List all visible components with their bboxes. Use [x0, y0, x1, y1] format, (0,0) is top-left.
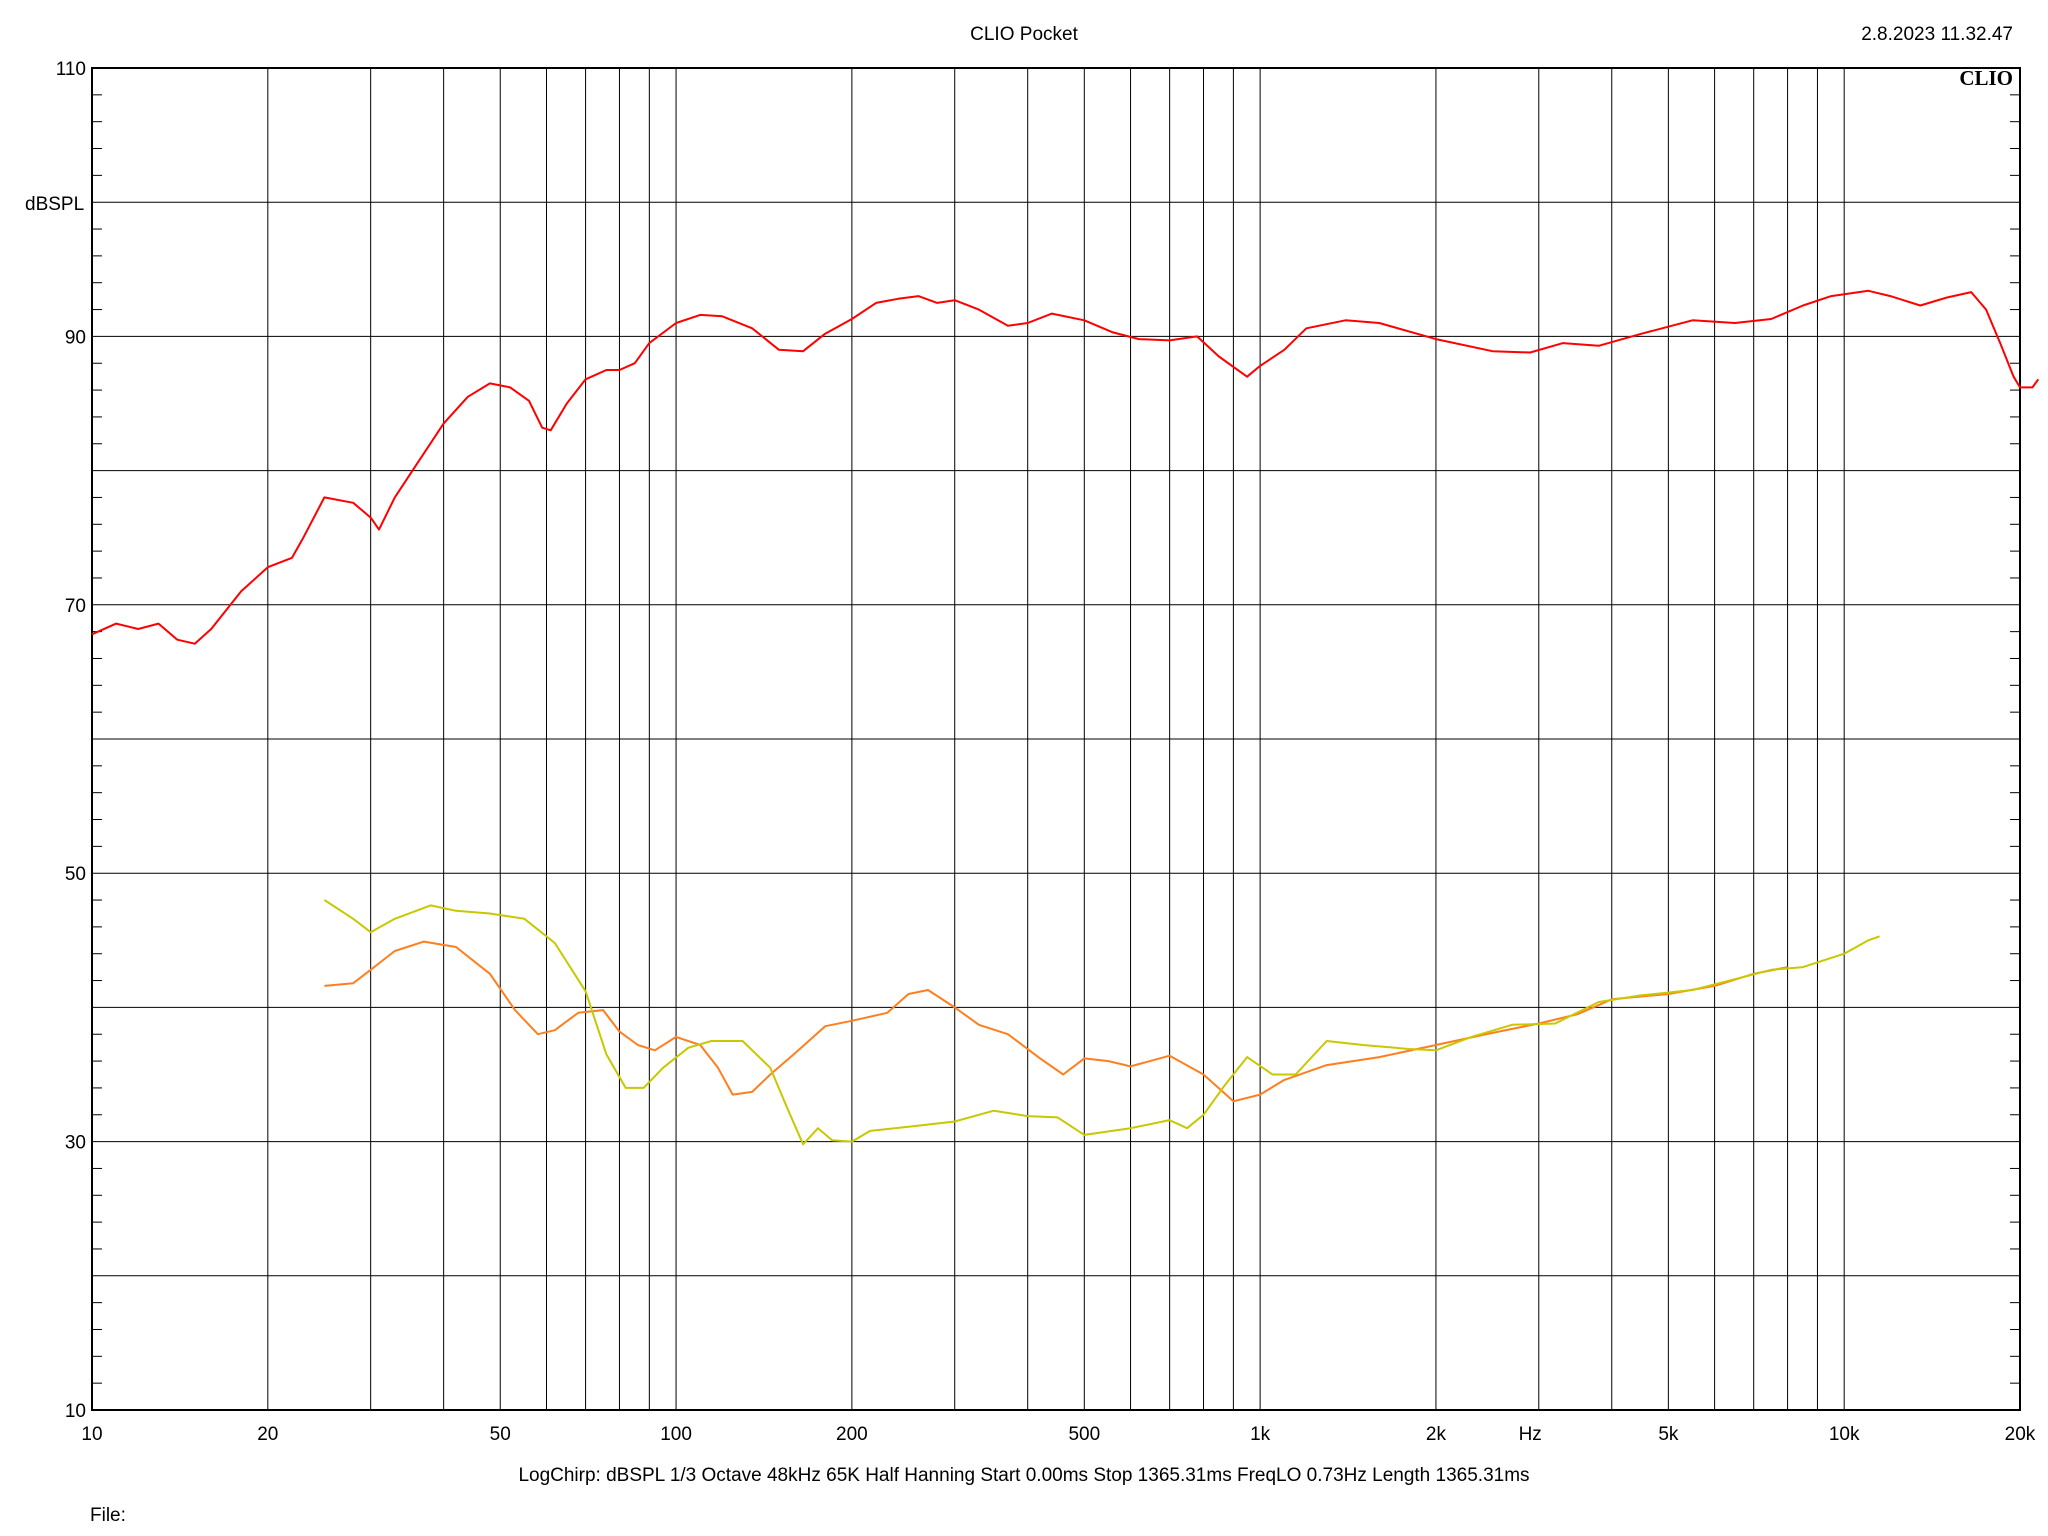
x-tick-label: 200 [836, 1424, 868, 1445]
axis-ticks: 10 30 50 70 90 110 10 20 50 100 200 500 1k 2k 5k 10k 20k [56, 59, 2036, 1445]
y-tick-label: 30 [65, 1133, 86, 1154]
series-line-1 [91, 289, 2040, 645]
y-tick-label: 10 [65, 1401, 86, 1422]
x-tick-label: 100 [660, 1424, 692, 1445]
file-label: File: [90, 1505, 126, 1526]
series-line-2 [324, 940, 1788, 1103]
chart-title: CLIO Pocket [970, 24, 1078, 45]
y-tick-label: 70 [65, 596, 86, 617]
y-tick-label: 50 [65, 864, 86, 885]
y-axis-label: dBSPL [25, 194, 85, 215]
x-tick-label: 50 [490, 1424, 511, 1445]
x-tick-label: 2k [1426, 1424, 1447, 1445]
y-tick-label: 110 [56, 59, 86, 80]
measurement-timestamp: 2.8.2023 11.32.47 [1861, 24, 2013, 45]
x-tick-label: 10 [81, 1424, 102, 1445]
plot-frame [91, 67, 2021, 1411]
series-layer [91, 289, 2040, 1146]
x-tick-label: 5k [1658, 1424, 1679, 1445]
x-tick-label: 1k [1250, 1424, 1271, 1445]
measurement-settings: LogChirp: dBSPL 1/3 Octave 48kHz 65K Hal… [518, 1465, 1530, 1486]
x-axis-label: Hz [1519, 1424, 1542, 1445]
x-tick-label: 20k [2005, 1424, 2036, 1445]
y-tick-label: 90 [65, 327, 86, 348]
x-tick-label: 500 [1068, 1424, 1100, 1445]
clio-watermark: CLIO [1959, 66, 2013, 90]
series-line-3 [323, 899, 1880, 1146]
x-tick-label: 10k [1829, 1424, 1860, 1445]
x-tick-label: 20 [257, 1424, 278, 1445]
grid-lines [92, 68, 2020, 1410]
